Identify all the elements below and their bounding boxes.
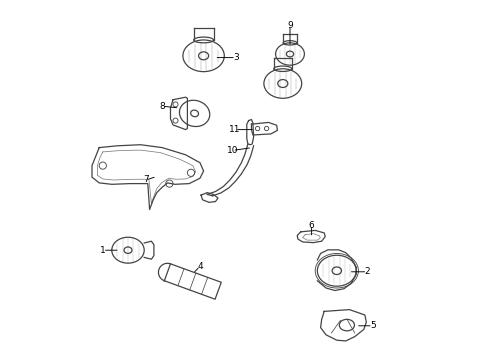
Text: 3: 3 <box>233 53 239 62</box>
Text: 5: 5 <box>370 321 376 330</box>
Text: 6: 6 <box>309 220 315 230</box>
Text: 9: 9 <box>287 21 293 30</box>
Text: 8: 8 <box>159 102 165 111</box>
Text: 4: 4 <box>197 262 203 271</box>
Text: 1: 1 <box>100 246 106 255</box>
Text: 7: 7 <box>143 175 149 184</box>
Text: 2: 2 <box>365 267 370 276</box>
Text: 10: 10 <box>227 146 238 155</box>
Text: 11: 11 <box>229 125 241 134</box>
